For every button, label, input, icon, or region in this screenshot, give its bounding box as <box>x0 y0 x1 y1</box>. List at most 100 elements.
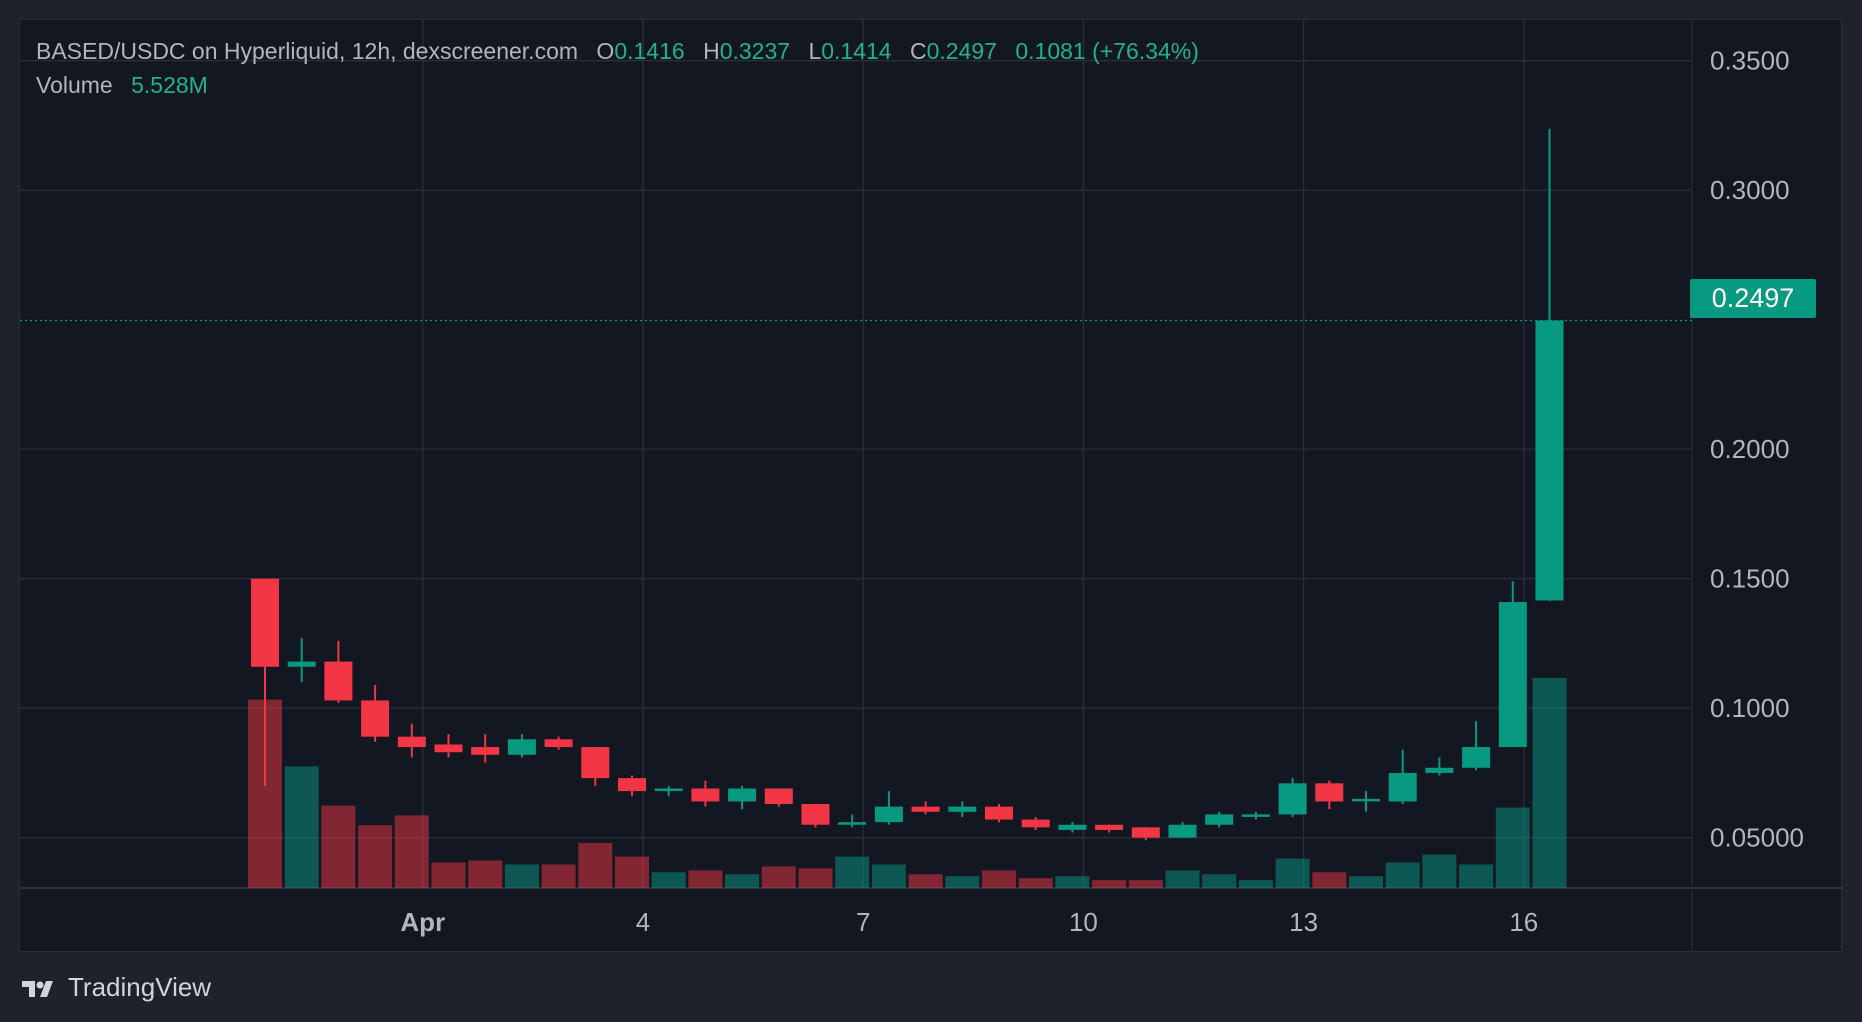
candle-body <box>1498 602 1527 748</box>
volume-bar <box>1312 872 1347 888</box>
candle-body <box>471 747 500 755</box>
candle-body <box>1425 767 1454 773</box>
volume-bar <box>1238 880 1273 888</box>
candle-body <box>1205 814 1234 825</box>
volume-bar <box>1459 864 1494 888</box>
chart-legend-ohlc: BASED/USDC on Hyperliquid, 12h, dexscree… <box>36 38 1199 65</box>
candlestick-chart[interactable]: 0.3500 0.3000 0.2000 0.1500 0.1000 0.05000 Apr… <box>20 20 1843 953</box>
volume-bar <box>1202 874 1237 888</box>
legend-volume-label: Volume <box>36 72 113 98</box>
footer: TradingView <box>20 972 211 1003</box>
candle-body <box>1021 819 1050 828</box>
volume-bar <box>1422 854 1457 888</box>
y-axis-tick-label: 0.1000 <box>1710 693 1790 723</box>
volume-bar <box>1495 807 1530 888</box>
candle-body <box>948 806 977 812</box>
candle-body <box>985 806 1013 820</box>
candle-body <box>287 661 316 667</box>
candle-body <box>1462 747 1491 768</box>
candle-body <box>1095 824 1124 830</box>
volume-bar <box>1165 870 1200 888</box>
volume-bar <box>1128 880 1163 888</box>
volume-bar <box>1092 880 1127 888</box>
volume-bar <box>1385 862 1420 888</box>
volume-bar <box>541 864 576 888</box>
x-axis-tick-label: 7 <box>856 907 870 937</box>
candle-body <box>764 788 793 805</box>
y-axis-tick-label: 0.3500 <box>1710 46 1790 76</box>
volume-bar <box>578 842 613 888</box>
volume-bar <box>468 860 503 888</box>
chart-pane[interactable]: 0.3500 0.3000 0.2000 0.1500 0.1000 0.05000 Apr… <box>19 19 1843 953</box>
volume-bar <box>358 825 393 888</box>
volume-bar <box>761 866 796 888</box>
volume-bar <box>871 864 906 888</box>
legend-open-value: 0.1416 <box>614 38 685 64</box>
volume-bar <box>394 815 429 888</box>
volume-bar <box>908 874 943 888</box>
candle-body <box>911 806 940 812</box>
legend-close-label: C <box>909 38 927 64</box>
candle-body <box>654 788 683 792</box>
x-axis-tick-label: 4 <box>636 907 650 937</box>
volume-bar <box>1055 876 1090 888</box>
y-axis-tick-label: 0.1500 <box>1710 564 1790 594</box>
candle-body <box>544 739 573 748</box>
legend-volume-value: 5.528M <box>131 72 208 98</box>
volume-bar <box>1349 876 1383 888</box>
legend-high-label: H <box>703 38 720 64</box>
volume-bar <box>798 868 833 888</box>
candle-body <box>1168 824 1197 838</box>
volume-bar <box>1018 878 1053 888</box>
candle-body <box>361 700 390 737</box>
x-axis-tick-label: 16 <box>1509 907 1538 937</box>
volume-bar <box>982 870 1016 888</box>
y-axis-tick-label: 0.05000 <box>1710 823 1804 853</box>
candle-body <box>507 739 536 755</box>
volume-bar <box>321 805 356 888</box>
volume-bar <box>835 856 870 888</box>
legend-close-value: 0.2497 <box>926 38 997 64</box>
candle-body <box>691 788 720 802</box>
legend-pair-title: BASED/USDC on Hyperliquid, 12h, dexscree… <box>36 38 579 64</box>
candle-body <box>1241 814 1270 817</box>
candle-body <box>434 744 463 753</box>
volume-bar <box>725 874 760 888</box>
candle-body <box>1388 772 1417 802</box>
volume-bar <box>431 862 466 888</box>
volume-bar <box>284 766 319 888</box>
y-axis-tick-label: 0.2000 <box>1710 434 1790 464</box>
legend-low-value: 0.1414 <box>821 38 892 64</box>
candle-body <box>1535 320 1564 601</box>
candle-body <box>1278 783 1307 815</box>
chart-legend-volume: Volume 5.528M <box>36 72 208 99</box>
candle-body <box>397 736 426 748</box>
candle-body <box>874 806 903 823</box>
volume-bar <box>504 864 539 888</box>
legend-change-value: 0.1081 (+76.34%) <box>1015 38 1199 64</box>
legend-open-label: O <box>596 38 615 64</box>
volume-bar <box>651 872 686 888</box>
legend-low-label: L <box>808 38 822 64</box>
candle-body <box>581 747 610 779</box>
candle-body <box>838 822 867 825</box>
candle-body <box>801 804 830 825</box>
volume-bar <box>688 870 723 888</box>
volume-bar <box>1532 678 1567 888</box>
x-axis-tick-label: 10 <box>1069 907 1098 937</box>
candle-body <box>1058 824 1087 830</box>
volume-bar <box>945 876 980 888</box>
candle-body <box>324 661 353 701</box>
volume-bar <box>615 856 649 888</box>
candle-body <box>1131 827 1160 838</box>
candle-body <box>728 788 757 802</box>
candle-body <box>251 578 279 667</box>
candle-body <box>1352 798 1380 802</box>
tradingview-brand[interactable]: TradingView <box>68 972 212 1002</box>
tradingview-logo-icon[interactable] <box>20 977 60 999</box>
legend-high-value: 0.3237 <box>719 38 791 64</box>
x-axis-tick-label: 13 <box>1289 907 1318 937</box>
candle-body <box>1315 783 1344 802</box>
candle-body <box>618 778 646 792</box>
volume-bar <box>1275 858 1310 888</box>
